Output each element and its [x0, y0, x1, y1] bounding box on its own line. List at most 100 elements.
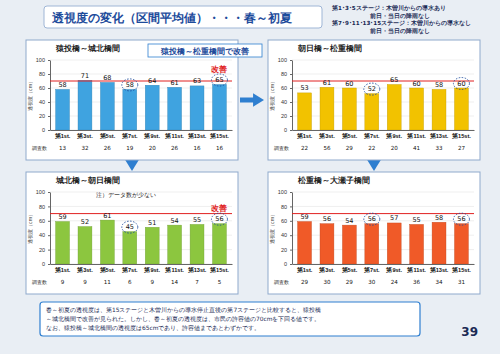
bar: [145, 85, 159, 130]
x-axis: 第1st.第3st.第5st.第7st.第9st.第11st.第13st.第15…: [51, 130, 233, 139]
highlight-ellipse: [453, 78, 469, 90]
x-tick-label: 第11st.: [164, 132, 184, 139]
bar: [410, 224, 424, 264]
data-label: 45: [126, 223, 134, 231]
y-tick-mark: [48, 60, 50, 61]
x-tick-label: 第5st.: [341, 266, 358, 273]
grid-line: [292, 235, 474, 236]
y-tick-mark: [48, 235, 50, 236]
page-number: 39: [461, 325, 478, 339]
y-tick-label: 80: [281, 71, 287, 77]
x-tick: 第15st.: [209, 130, 229, 139]
counts-label: 調査数: [274, 279, 289, 285]
bar: [365, 94, 379, 130]
data-label: 54: [170, 217, 178, 225]
y-tick: 0: [284, 127, 292, 133]
y-axis-line: [292, 61, 293, 131]
arrow-head: [253, 93, 264, 107]
y-tick: 40: [39, 99, 50, 105]
y-tick-label: 80: [39, 71, 45, 77]
x-tick: 第5st.: [99, 264, 116, 273]
count: 26: [104, 145, 112, 151]
x-tick-label: 第7st.: [363, 266, 380, 273]
y-axis: 020406080100: [36, 189, 51, 267]
grid-line: [50, 88, 232, 89]
grid-line: [50, 249, 232, 250]
y-tick-mark: [290, 264, 292, 265]
count: 29: [346, 279, 354, 285]
grid-line: [292, 249, 474, 250]
count: 34: [435, 279, 443, 285]
background: [0, 0, 500, 354]
y-tick-label: 20: [281, 113, 287, 119]
y-tick-mark: [48, 88, 50, 89]
y-tick-label: 40: [281, 232, 287, 238]
y-tick-label: 60: [281, 85, 287, 91]
footer-line: ～城北橋間で改善が見られた。しかし、春～初夏の透視度は、市民の許容値の70cmを…: [46, 315, 320, 323]
y-tick-mark: [48, 130, 50, 131]
data-label: 61: [323, 79, 331, 87]
bar: [78, 227, 92, 264]
count: 13: [59, 145, 67, 151]
count: 20: [391, 145, 399, 151]
title-box: [44, 6, 322, 28]
arrow-head: [125, 160, 139, 171]
x-tick: 第13st.: [429, 264, 449, 273]
counts-label: 調査数: [32, 145, 47, 151]
x-tick-label: 第9st.: [385, 132, 402, 139]
x-tick-label: 第11st.: [406, 132, 426, 139]
count: 22: [368, 145, 375, 151]
x-tick: 第9st.: [143, 130, 160, 139]
y-tick-mark: [290, 130, 292, 131]
x-tick: 第3st.: [76, 264, 93, 273]
highlight-ellipse: [453, 213, 469, 225]
arrow-head: [367, 160, 381, 171]
grid-line: [50, 206, 232, 207]
y-tick: 60: [39, 85, 50, 91]
x-tick: 第11st.: [164, 130, 184, 139]
y-axis: 020406080100: [278, 189, 293, 267]
x-tick: 第15st.: [451, 130, 471, 139]
x-tick: 第5st.: [341, 264, 358, 273]
grid-line: [50, 220, 232, 221]
x-tick: 第3st.: [318, 264, 335, 273]
x-tick-label: 第15st.: [451, 266, 471, 273]
note: 第7･9･11･13･15ステージ：木曽川からの導水なし: [331, 19, 471, 27]
data-label: 60: [457, 80, 465, 88]
grid-line: [50, 235, 232, 236]
count: 27: [458, 145, 466, 151]
y-tick-label: 60: [39, 218, 45, 224]
y-tick-mark: [290, 250, 292, 251]
x-tick: 第3st.: [318, 130, 335, 139]
x-tick-label: 第5st.: [99, 266, 116, 273]
chart-panel: 朝日橋～松重橋間020406080100透視度（cm）第1st.第3st.第5s…: [268, 40, 480, 160]
bar: [387, 223, 401, 264]
bar: [342, 88, 356, 130]
x-tick-label: 第3st.: [76, 266, 93, 273]
panel-frame: [26, 172, 238, 294]
annotation: 改善: [211, 203, 227, 213]
x-tick: 第1st.: [296, 130, 313, 139]
plot-area: [292, 81, 474, 130]
data-label: 65: [215, 76, 223, 84]
data-label: 61: [170, 79, 178, 87]
y-tick: 100: [278, 57, 292, 63]
data-label: 54: [345, 217, 353, 225]
x-tick-label: 第13st.: [429, 266, 449, 273]
chart-panel: 猿投橋～城北橋間020406080100透視度（cm）第1st.第3st.第5s…: [26, 40, 238, 160]
x-tick-label: 第15st.: [451, 132, 471, 139]
data-label: 63: [193, 77, 201, 85]
y-tick-label: 60: [39, 85, 45, 91]
x-tick-label: 第7st.: [121, 132, 138, 139]
y-tick: 20: [39, 113, 50, 119]
x-tick-label: 第7st.: [121, 266, 138, 273]
data-label: 58: [58, 81, 66, 89]
callout-box: [148, 44, 262, 57]
target-line: [50, 213, 232, 214]
x-tick-label: 第5st.: [99, 132, 116, 139]
data-label: 56: [323, 215, 331, 223]
data-label: 68: [103, 74, 111, 82]
plot-area: [292, 214, 474, 264]
data-label: 55: [412, 216, 420, 224]
bar: [320, 87, 334, 130]
